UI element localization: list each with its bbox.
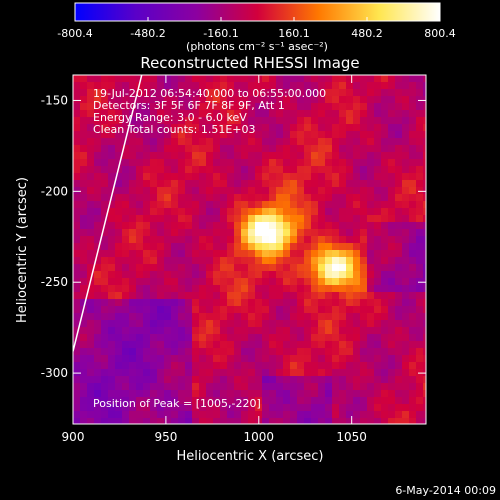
annotation-detectors: Detectors: 3F 5F 6F 7F 8F 9F, Att 1 — [93, 99, 285, 112]
y-tick-label: -250 — [41, 275, 68, 289]
x-tick-label: 900 — [62, 430, 85, 444]
x-tick-label: 950 — [154, 430, 177, 444]
x-tick-label: 1000 — [244, 430, 275, 444]
y-tick-label: -150 — [41, 93, 68, 107]
y-axis-ticks: -150 -200 -250 -300 — [41, 93, 426, 380]
x-axis-label: Heliocentric X (arcsec) — [177, 449, 324, 464]
heatmap-image — [73, 75, 426, 424]
x-axis-ticks: 900 950 1000 1050 — [62, 75, 367, 444]
annotation-time-range: 19-Jul-2012 06:54:40.000 to 06:55:00.000 — [93, 87, 326, 100]
colorbar-tick-label: -480.2 — [130, 27, 165, 40]
y-axis-label: Heliocentric Y (arcsec) — [15, 177, 30, 323]
y-tick-label: -300 — [41, 366, 68, 380]
colorbar-tick-label: 480.2 — [351, 27, 383, 40]
annotation-energy-range: Energy Range: 3.0 - 6.0 keV — [93, 111, 247, 124]
peak-position-label: Position of Peak = [1005,-220] — [93, 397, 261, 410]
colorbar-tick-label: -160.1 — [203, 27, 238, 40]
plot-area — [73, 75, 426, 424]
colorbar-ticks: -800.4 -480.2 -160.1 160.1 480.2 800.4 — [57, 17, 456, 40]
date-stamp: 6-May-2014 00:09 — [395, 484, 496, 497]
colorbar — [74, 2, 441, 22]
plot-frame — [72, 74, 427, 425]
annotation-clean-counts: Clean Total counts: 1.51E+03 — [93, 123, 256, 136]
x-tick-label: 1050 — [336, 430, 367, 444]
colorbar-tick-label: -800.4 — [57, 27, 92, 40]
solar-limb-line — [73, 75, 143, 352]
chart-title: Reconstructed RHESSI Image — [140, 54, 359, 72]
colorbar-unit-label: (photons cm⁻² s⁻¹ asec⁻²) — [186, 40, 328, 53]
y-tick-label: -200 — [41, 184, 68, 198]
colorbar-tick-label: 800.4 — [424, 27, 456, 40]
colorbar-tick-label: 160.1 — [278, 27, 310, 40]
